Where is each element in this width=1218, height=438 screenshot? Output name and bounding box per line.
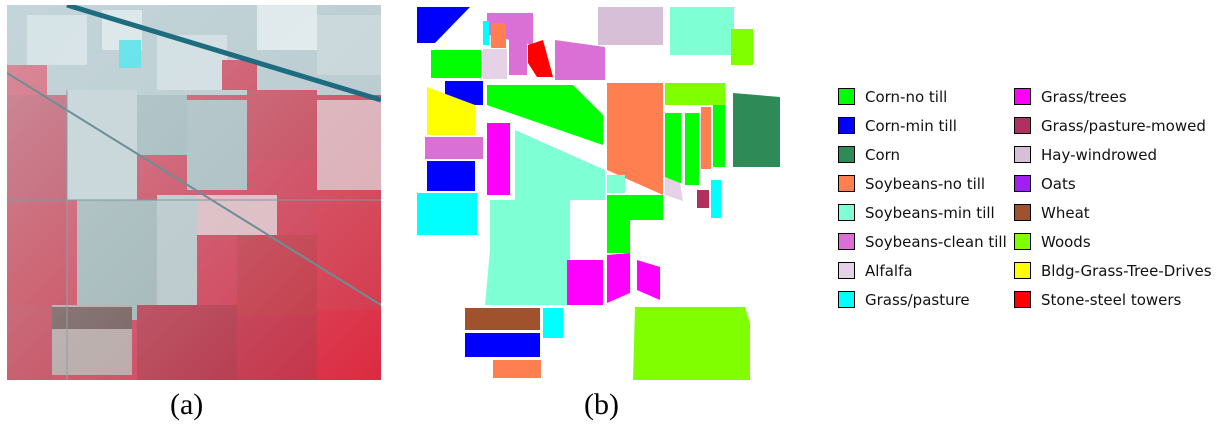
legend-swatch	[838, 146, 855, 163]
legend-item: Alfalfa	[838, 256, 1007, 285]
legend-item: Grass/pasture	[838, 285, 1007, 314]
legend-swatch	[838, 233, 855, 250]
legend-item: Oats	[1014, 169, 1212, 198]
legend-swatch	[1014, 204, 1031, 221]
legend-swatch	[1014, 291, 1031, 308]
legend-column-1: Corn-no till Corn-min till Corn Soybeans…	[838, 82, 1007, 314]
legend-label: Corn-min till	[865, 116, 957, 135]
legend-swatch	[838, 117, 855, 134]
legend-label: Soybeans-min till	[865, 203, 995, 222]
legend-swatch	[838, 291, 855, 308]
class-map-graphic	[415, 5, 805, 380]
legend-swatch	[1014, 117, 1031, 134]
legend-label: Woods	[1041, 232, 1091, 251]
legend-column-2: Grass/trees Grass/pasture-mowed Hay-wind…	[1014, 82, 1212, 314]
legend-swatch	[838, 175, 855, 192]
false-color-satellite-image	[6, 2, 382, 380]
satellite-image-graphic	[6, 2, 382, 380]
legend-swatch	[1014, 88, 1031, 105]
legend-label: Soybeans-no till	[865, 174, 986, 193]
legend-item: Wheat	[1014, 198, 1212, 227]
legend-item: Soybeans-clean till	[838, 227, 1007, 256]
legend-item: Hay-windrowed	[1014, 140, 1212, 169]
legend-label: Hay-windrowed	[1041, 145, 1157, 164]
ground-truth-class-map	[415, 5, 805, 380]
legend-item: Soybeans-min till	[838, 198, 1007, 227]
caption-a: (a)	[170, 388, 204, 421]
legend-item: Corn-no till	[838, 82, 1007, 111]
legend-swatch	[1014, 233, 1031, 250]
caption-b: (b)	[584, 388, 619, 421]
legend-item: Grass/trees	[1014, 82, 1212, 111]
legend-item: Corn	[838, 140, 1007, 169]
legend-label: Soybeans-clean till	[865, 232, 1007, 251]
legend-swatch	[1014, 146, 1031, 163]
legend-item: Stone-steel towers	[1014, 285, 1212, 314]
legend-label: Stone-steel towers	[1041, 290, 1182, 309]
legend-label: Alfalfa	[865, 261, 913, 280]
legend-item: Woods	[1014, 227, 1212, 256]
legend-label: Grass/pasture	[865, 290, 970, 309]
legend-label: Bldg-Grass-Tree-Drives	[1041, 261, 1212, 280]
legend-label: Grass/pasture-mowed	[1041, 116, 1206, 135]
legend-item: Grass/pasture-mowed	[1014, 111, 1212, 140]
class-legend: Corn-no till Corn-min till Corn Soybeans…	[838, 82, 1218, 312]
legend-swatch	[838, 88, 855, 105]
legend-swatch	[1014, 175, 1031, 192]
legend-label: Oats	[1041, 174, 1076, 193]
legend-item: Soybeans-no till	[838, 169, 1007, 198]
legend-item: Corn-min till	[838, 111, 1007, 140]
legend-label: Wheat	[1041, 203, 1090, 222]
legend-swatch	[838, 262, 855, 279]
legend-label: Grass/trees	[1041, 87, 1127, 106]
legend-swatch	[1014, 262, 1031, 279]
legend-swatch	[838, 204, 855, 221]
legend-label: Corn	[865, 145, 901, 164]
legend-item: Bldg-Grass-Tree-Drives	[1014, 256, 1212, 285]
legend-label: Corn-no till	[865, 87, 948, 106]
